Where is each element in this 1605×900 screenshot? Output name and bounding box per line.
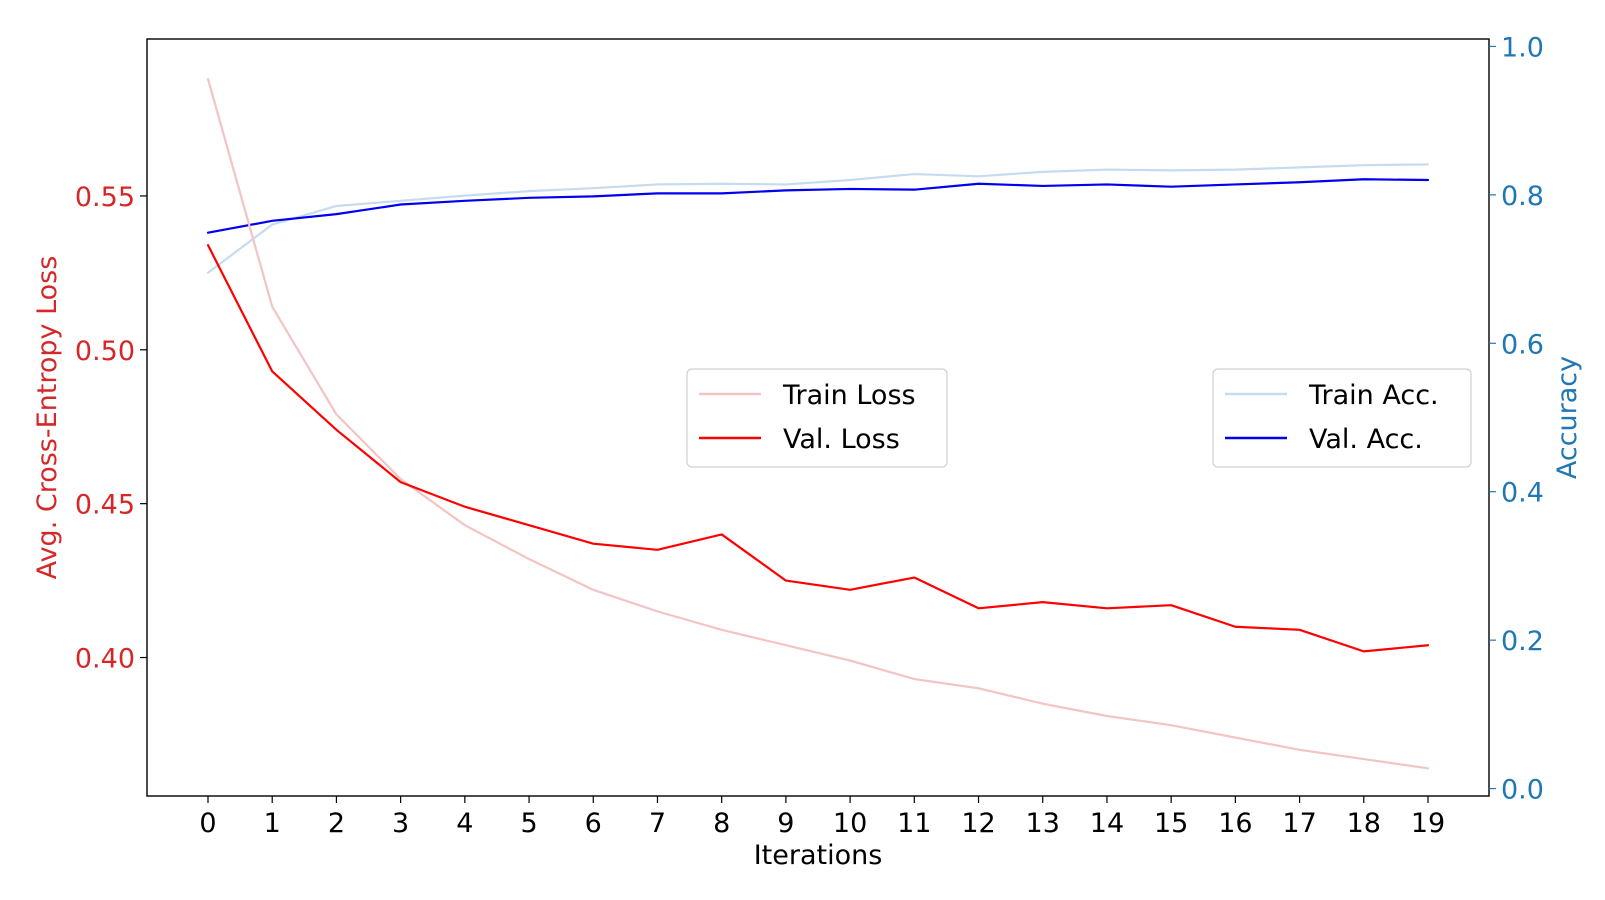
x-tick-label: 12	[961, 808, 995, 839]
legend-label-train-acc: Train Acc.	[1308, 380, 1439, 411]
x-tick-label: 13	[1026, 808, 1060, 839]
x-tick-label: 14	[1090, 808, 1124, 839]
x-tick-label: 17	[1282, 808, 1316, 839]
right-y-tick-label: 0.2	[1501, 626, 1544, 657]
x-tick-label: 11	[897, 808, 931, 839]
x-axis-title: Iterations	[754, 840, 883, 871]
x-tick-label: 18	[1347, 808, 1381, 839]
x-tick-label: 5	[520, 808, 537, 839]
x-tick-label: 2	[328, 808, 345, 839]
x-tick-label: 1	[264, 808, 281, 839]
right-y-tick-label: 0.0	[1501, 775, 1544, 806]
x-tick-label: 19	[1411, 808, 1445, 839]
x-tick-label: 8	[713, 808, 730, 839]
x-tick-label: 6	[585, 808, 602, 839]
left-y-tick-label: 0.50	[75, 336, 135, 367]
right-y-tick-label: 0.8	[1501, 181, 1544, 212]
right-y-tick-label: 1.0	[1501, 32, 1544, 63]
right-y-tick-label: 0.6	[1501, 329, 1544, 360]
x-tick-label: 16	[1218, 808, 1252, 839]
plot-frame	[146, 38, 1490, 797]
right-y-axis-title: Accuracy	[1552, 356, 1583, 479]
x-tick-label: 15	[1154, 808, 1188, 839]
legend-label-train-loss: Train Loss	[782, 380, 916, 411]
x-tick-label: 10	[833, 808, 867, 839]
right-y-tick-label: 0.4	[1501, 478, 1544, 509]
left-y-axis-title: Avg. Cross-Entropy Loss	[32, 256, 63, 580]
x-tick-label: 9	[777, 808, 794, 839]
series-layer	[206, 77, 1430, 770]
left-y-axis-ticks: 0.40 0.45 0.50 0.55	[75, 182, 147, 675]
series-line-val-acc	[206, 178, 1430, 234]
left-y-tick-label: 0.40	[75, 644, 135, 675]
legend-label-val-loss: Val. Loss	[783, 424, 900, 455]
series-line-train-acc	[206, 163, 1430, 274]
x-tick-label: 0	[199, 808, 216, 839]
x-tick-label: 4	[456, 808, 473, 839]
x-tick-label: 7	[649, 808, 666, 839]
series-line-val-loss	[206, 244, 1430, 653]
left-y-tick-label: 0.45	[75, 490, 135, 521]
left-y-tick-label: 0.55	[75, 182, 135, 213]
legend-layer: Train Loss Val. Loss Train Acc. Val. Acc.	[686, 368, 1472, 468]
x-axis-ticks: 0 1 2 3 4 5 6 7 8 9 10 11 12 13 14 15 16 17 18 19	[199, 796, 1445, 839]
legend-label-val-acc: Val. Acc.	[1309, 424, 1423, 455]
x-tick-label: 3	[392, 808, 409, 839]
right-y-axis-ticks: 0.0 0.2 0.4 0.6 0.8 1.0	[1489, 32, 1544, 806]
